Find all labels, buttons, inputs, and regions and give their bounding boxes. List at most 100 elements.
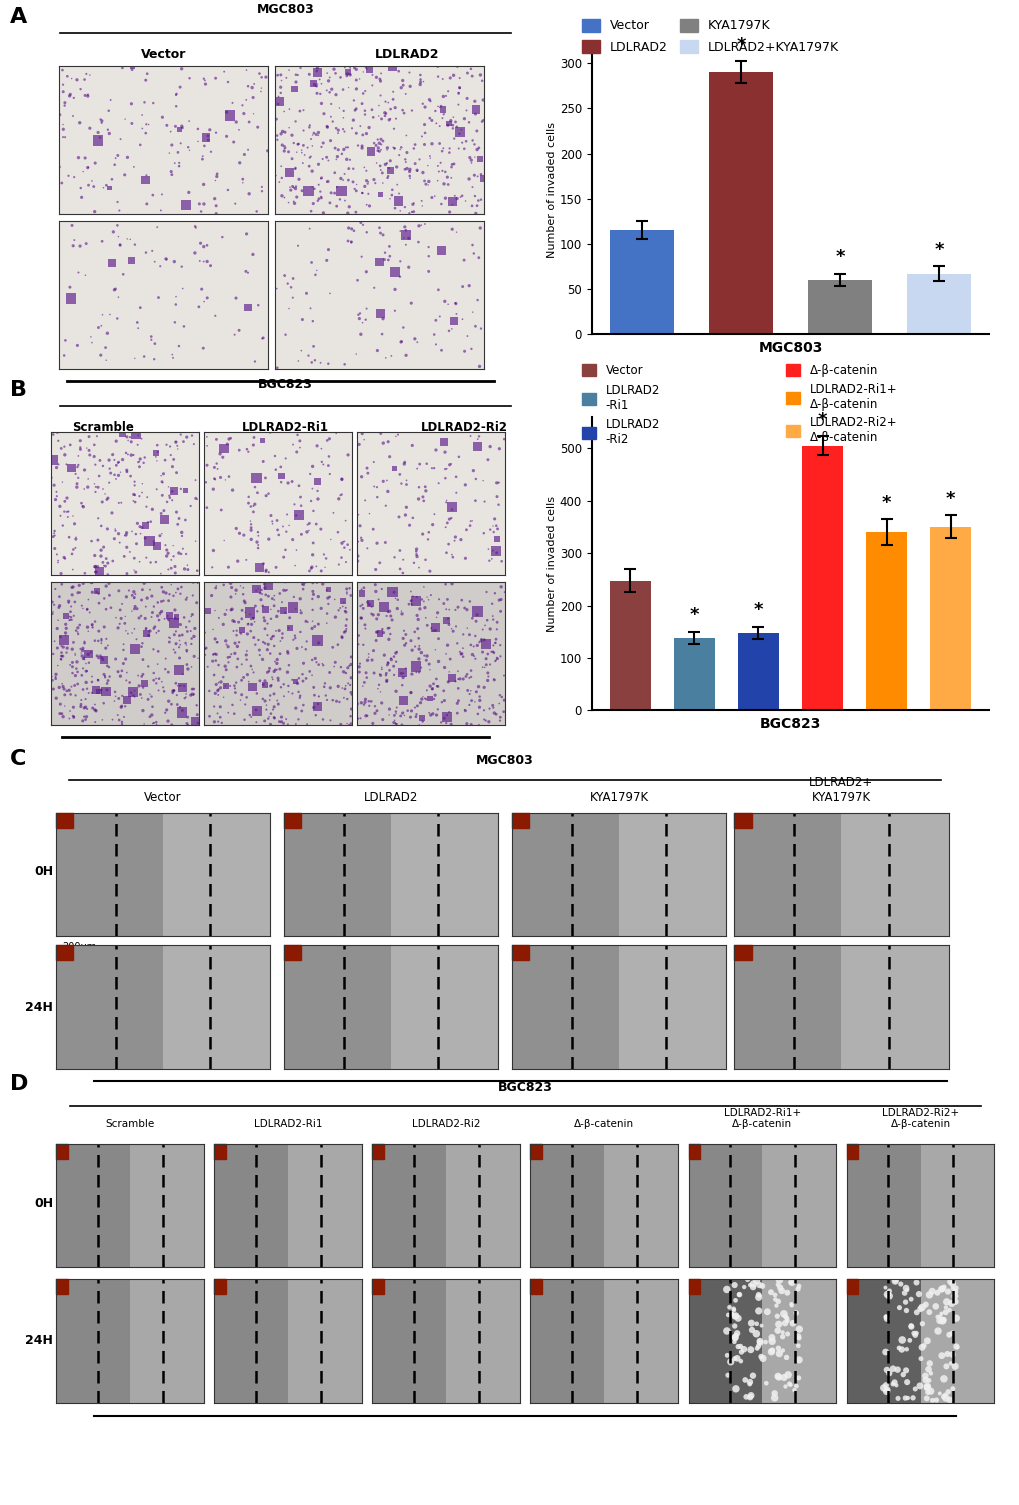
Point <box>301 62 317 86</box>
Point <box>246 72 262 96</box>
Point <box>81 424 97 448</box>
Point <box>417 95 433 119</box>
Point <box>132 604 149 628</box>
Point <box>471 631 487 655</box>
Point <box>311 187 327 211</box>
Point <box>259 138 275 163</box>
Point <box>397 656 414 680</box>
Point <box>384 87 400 111</box>
Point <box>64 650 81 674</box>
Point <box>371 138 387 163</box>
Point <box>245 607 261 631</box>
Point <box>448 187 465 211</box>
Point <box>293 698 310 722</box>
Point <box>197 643 213 667</box>
Point <box>347 200 364 224</box>
Point <box>111 613 127 637</box>
Point <box>43 629 59 653</box>
Point <box>943 1321 959 1345</box>
Point <box>165 611 181 635</box>
Point <box>152 602 168 626</box>
Point <box>427 616 443 640</box>
Point <box>377 664 393 688</box>
Point <box>272 455 288 479</box>
Point <box>61 679 77 703</box>
Point <box>157 448 173 473</box>
Point <box>767 1294 784 1318</box>
Point <box>408 539 424 563</box>
Point <box>394 316 411 340</box>
Point <box>352 706 368 730</box>
Point <box>96 647 112 671</box>
Point <box>880 1361 897 1385</box>
Point <box>185 683 202 707</box>
Point <box>97 482 113 506</box>
Point <box>189 694 205 718</box>
Point <box>454 623 471 647</box>
Point <box>55 704 71 728</box>
Point <box>290 680 307 704</box>
Point <box>271 658 287 682</box>
Point <box>152 600 168 625</box>
Point <box>76 68 93 92</box>
Point <box>462 513 478 537</box>
Point <box>71 581 88 605</box>
Point <box>318 146 334 170</box>
Point <box>99 321 115 345</box>
Point <box>96 536 112 560</box>
Point <box>475 698 491 722</box>
Bar <box>841 813 948 936</box>
Point <box>471 354 487 378</box>
Point <box>148 667 164 691</box>
Point <box>162 486 178 510</box>
Point <box>77 688 94 712</box>
Point <box>95 176 111 200</box>
Point <box>350 303 366 327</box>
Point <box>419 613 435 637</box>
Point <box>438 710 454 734</box>
Point <box>183 677 200 701</box>
Point <box>234 93 251 117</box>
Point <box>754 1347 770 1371</box>
Point <box>132 522 149 546</box>
Point <box>753 1273 769 1297</box>
Point <box>333 141 350 166</box>
Point <box>413 188 429 212</box>
Point <box>404 591 420 616</box>
Point <box>917 1293 933 1317</box>
Point <box>226 674 243 698</box>
Point <box>232 573 249 597</box>
Point <box>68 525 85 549</box>
Point <box>153 199 169 223</box>
Point <box>249 599 265 623</box>
Point <box>431 95 447 119</box>
Point <box>87 698 103 722</box>
Point <box>485 608 501 632</box>
Point <box>739 1267 755 1291</box>
Point <box>409 604 425 628</box>
Point <box>492 644 508 668</box>
Point <box>176 686 193 710</box>
Point <box>86 433 102 458</box>
Point <box>87 150 103 175</box>
Point <box>245 86 261 110</box>
Point <box>327 650 343 674</box>
Point <box>157 658 173 682</box>
Point <box>313 166 329 190</box>
Point <box>254 582 270 607</box>
Point <box>391 557 408 581</box>
Point <box>324 635 340 659</box>
Point <box>88 554 104 578</box>
Point <box>434 66 450 90</box>
Point <box>272 641 288 665</box>
Point <box>406 200 422 224</box>
Point <box>172 477 189 501</box>
Point <box>735 1338 751 1362</box>
Point <box>57 683 73 707</box>
Point <box>114 56 130 80</box>
Point <box>133 426 150 450</box>
Point <box>220 465 236 489</box>
Point <box>238 640 255 664</box>
Point <box>118 441 135 465</box>
Point <box>380 157 396 181</box>
